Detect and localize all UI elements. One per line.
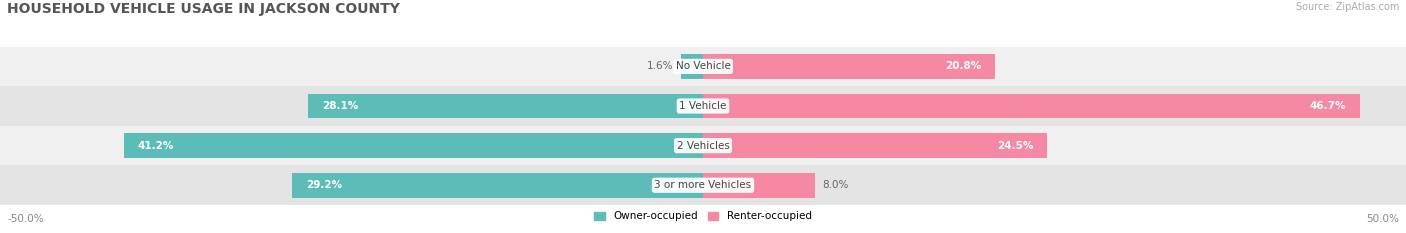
Text: 24.5%: 24.5% bbox=[997, 141, 1033, 151]
Text: 8.0%: 8.0% bbox=[823, 180, 849, 190]
Text: 28.1%: 28.1% bbox=[322, 101, 359, 111]
Text: 46.7%: 46.7% bbox=[1309, 101, 1346, 111]
Bar bbox=[0, 47, 1406, 86]
Text: -50.0%: -50.0% bbox=[7, 214, 44, 224]
Bar bbox=[308, 94, 703, 118]
Bar bbox=[124, 133, 703, 158]
Bar bbox=[0, 165, 1406, 205]
Text: 3 or more Vehicles: 3 or more Vehicles bbox=[654, 180, 752, 190]
Text: 2 Vehicles: 2 Vehicles bbox=[676, 141, 730, 151]
Bar bbox=[681, 54, 703, 79]
Text: 50.0%: 50.0% bbox=[1367, 214, 1399, 224]
Text: 1 Vehicle: 1 Vehicle bbox=[679, 101, 727, 111]
Bar bbox=[703, 54, 995, 79]
Bar bbox=[0, 86, 1406, 126]
Text: No Vehicle: No Vehicle bbox=[675, 62, 731, 71]
Bar bbox=[703, 173, 815, 198]
Text: 29.2%: 29.2% bbox=[307, 180, 343, 190]
Text: HOUSEHOLD VEHICLE USAGE IN JACKSON COUNTY: HOUSEHOLD VEHICLE USAGE IN JACKSON COUNT… bbox=[7, 2, 399, 16]
Bar bbox=[703, 133, 1047, 158]
Text: 20.8%: 20.8% bbox=[945, 62, 981, 71]
Text: Source: ZipAtlas.com: Source: ZipAtlas.com bbox=[1295, 2, 1399, 12]
Text: 1.6%: 1.6% bbox=[647, 62, 673, 71]
Bar bbox=[0, 126, 1406, 165]
Bar bbox=[292, 173, 703, 198]
Bar bbox=[703, 94, 1360, 118]
Legend: Owner-occupied, Renter-occupied: Owner-occupied, Renter-occupied bbox=[591, 207, 815, 226]
Text: 41.2%: 41.2% bbox=[138, 141, 174, 151]
